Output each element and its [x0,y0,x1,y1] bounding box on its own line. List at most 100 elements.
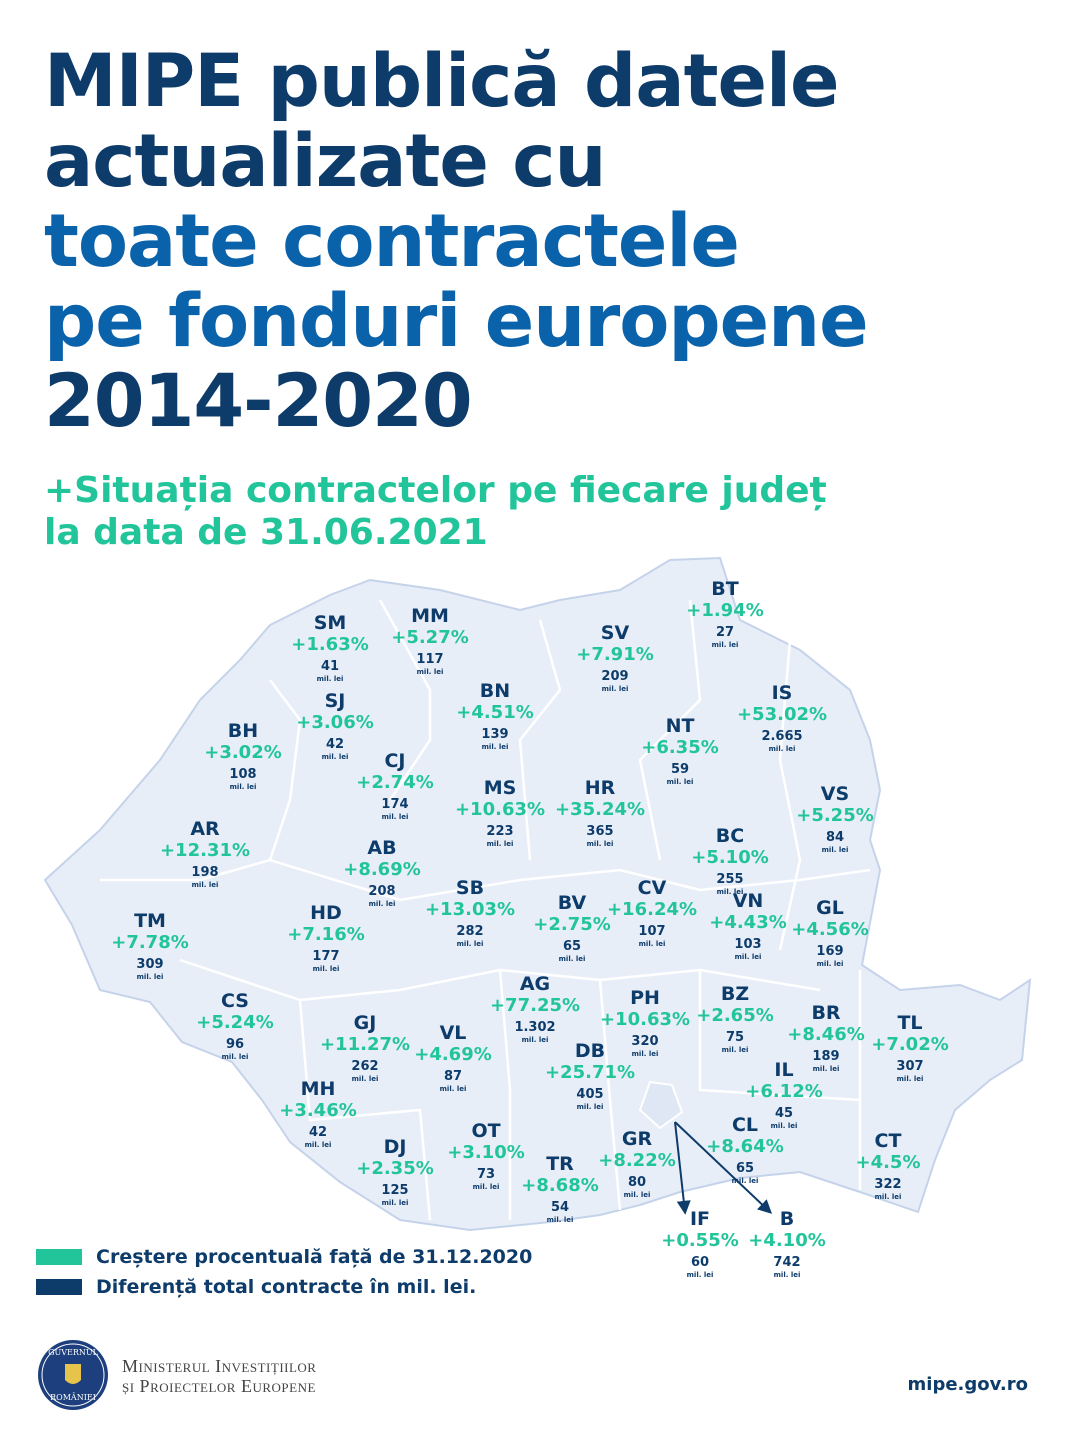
county-code: CL [731,1114,759,1136]
county-change: +11.27% [319,1034,411,1055]
ministry-name: Ministerul Investițiilor și Proiectelor … [122,1356,316,1396]
county-change: +8.46% [787,1024,865,1045]
county-unit: mil. lei [874,1193,902,1201]
county-unit: mil. lei [686,1271,714,1279]
county-change: +25.71% [544,1062,636,1083]
county-change: +1.63% [291,634,369,655]
legend-label: Diferență total contracte în mil. lei. [96,1276,477,1298]
county-change: +13.03% [424,899,516,920]
county-code: GR [621,1128,653,1150]
county-label: BZ +2.65% 75 mil. lei [665,983,805,1054]
county-change: +1.94% [686,600,764,621]
county-label: VL +4.69% 87 mil. lei [383,1022,523,1093]
county-amount: 59 [670,762,690,777]
county-amount: 405 [576,1087,604,1102]
county-code: SV [600,622,630,644]
county-unit: mil. lei [576,1103,604,1111]
county-label: BR +8.46% 189 mil. lei [756,1002,896,1073]
county-code: BZ [720,983,750,1005]
county-amount: 322 [874,1177,902,1192]
county-label: B +4.10% 742 mil. lei [717,1208,857,1279]
county-label: BV +2.75% 65 mil. lei [502,892,642,963]
county-label: VS +5.25% 84 mil. lei [765,783,905,854]
title-line: toate contractele [44,199,740,284]
county-change: +2.35% [356,1158,434,1179]
county-code: TR [546,1153,574,1175]
county-amount: 174 [381,797,409,812]
county-label: HD +7.16% 177 mil. lei [256,902,396,973]
county-amount: 1.302 [514,1020,556,1035]
county-change: +4.56% [791,919,869,940]
legend-swatch [36,1279,82,1295]
county-change: +3.46% [279,1100,357,1121]
county-unit: mil. lei [481,743,509,751]
county-label: SV +7.91% 209 mil. lei [545,622,685,693]
county-amount: 108 [229,767,257,782]
subtitle-line: +Situația contractelor pe fiecare județ [44,470,827,511]
county-borders [100,599,871,1221]
county-label: CJ +2.74% 174 mil. lei [325,750,465,821]
county-amount: 209 [601,669,629,684]
county-label: AR +12.31% 198 mil. lei [135,818,275,889]
county-amount: 42 [325,737,345,752]
county-amount: 41 [320,659,340,674]
county-change: +8.22% [598,1150,676,1171]
county-code: GL [816,897,844,919]
county-code: NT [665,715,695,737]
county-unit: mil. lei [734,953,762,961]
county-change: +7.16% [287,924,365,945]
county-unit: mil. lei [638,940,666,948]
county-unit: mil. lei [558,955,586,963]
county-label: GJ +11.27% 262 mil. lei [295,1012,435,1083]
county-unit: mil. lei [716,888,744,896]
county-change: +3.10% [447,1142,525,1163]
county-unit: mil. lei [770,1122,798,1130]
county-change: +6.35% [641,737,719,758]
county-label: CV +16.24% 107 mil. lei [582,877,722,948]
county-amount: 307 [896,1059,924,1074]
arrow [674,1121,691,1215]
county-change: +7.78% [111,932,189,953]
county-amount: 223 [486,824,514,839]
county-amount: 208 [368,884,396,899]
county-amount: 117 [416,652,444,667]
county-change: +16.24% [606,899,698,920]
county-amount: 742 [773,1255,801,1270]
county-code: AR [190,818,220,840]
arrow [674,1121,773,1214]
ministry-line: și Proiectelor Europene [122,1376,316,1396]
county-code: CS [221,990,249,1012]
county-amount: 103 [734,937,762,952]
website: mipe.gov.ro [907,1374,1028,1395]
logo-text: ROMÂNIEI [50,1393,96,1402]
county-code: HD [310,902,342,924]
county-code: BT [711,578,739,600]
title: MIPE publică datele actualizate cu toate… [44,42,869,442]
county-change: +5.10% [691,847,769,868]
county-label: BH +3.02% 108 mil. lei [173,720,313,791]
county-unit: mil. lei [191,881,219,889]
county-change: +77.25% [489,995,581,1016]
county-amount: 198 [191,865,219,880]
county-unit: mil. lei [521,1036,549,1044]
county-label: SJ +3.06% 42 mil. lei [265,690,405,761]
county-unit: mil. lei [456,940,484,948]
county-change: +3.02% [204,742,282,763]
county-code: B [779,1208,795,1230]
county-change: +7.02% [871,1034,949,1055]
county-unit: mil. lei [368,900,396,908]
county-code: SJ [324,690,346,712]
county-unit: mil. lei [136,973,164,981]
county-amount: 189 [812,1049,840,1064]
county-code: AG [519,973,551,995]
county-unit: mil. lei [631,1050,659,1058]
county-code: DJ [383,1136,407,1158]
title-line: pe fonduri europene [44,279,869,364]
county-label: HR +35.24% 365 mil. lei [530,777,670,848]
county-unit: mil. lei [229,783,257,791]
county-amount: 139 [481,727,509,742]
county-amount: 169 [816,944,844,959]
county-change: +0.55% [661,1230,739,1251]
county-change: +3.06% [296,712,374,733]
county-unit: mil. lei [381,813,409,821]
